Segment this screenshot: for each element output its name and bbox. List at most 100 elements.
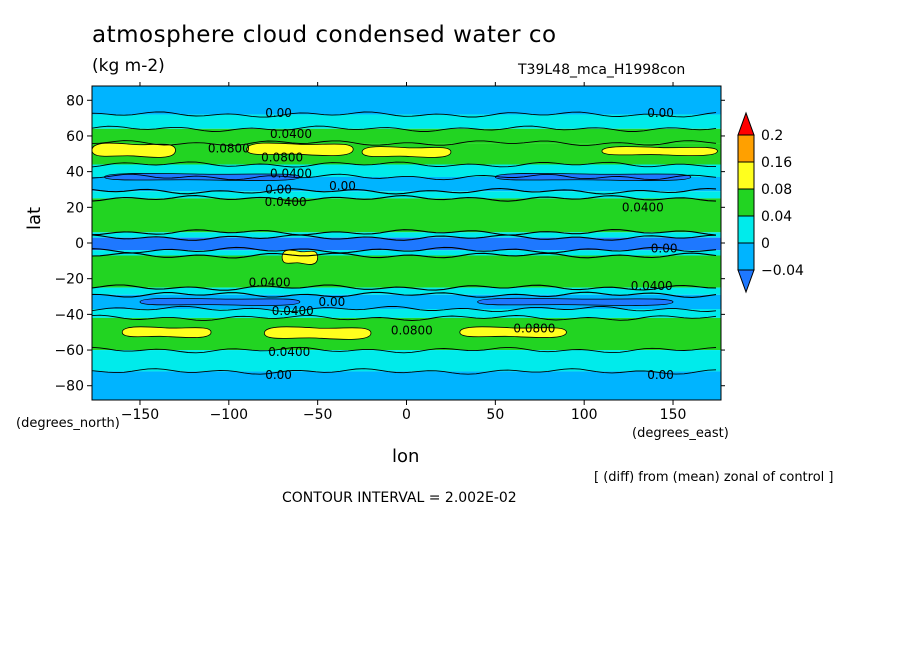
colorbar-label: −0.04 <box>761 263 804 279</box>
colorbar-box <box>737 188 755 217</box>
y-tick-label: 0 <box>75 236 84 252</box>
colorbar-triangle-bottom <box>737 269 755 294</box>
colorbar-triangle-top <box>737 111 755 136</box>
x-axis-label: lon <box>392 446 420 467</box>
difference-note: [ (diff) from (mean) zonal of control ] <box>594 470 834 485</box>
contour-label: 0.00 <box>647 368 674 382</box>
y-tick-label: −60 <box>54 343 84 359</box>
y-tick-label: 20 <box>66 200 84 216</box>
contour-patch <box>104 172 301 181</box>
contour-patch <box>361 146 452 158</box>
contour-line <box>92 229 717 236</box>
colorbar-label: 0.16 <box>761 155 792 171</box>
y-tick-label: −40 <box>54 307 84 323</box>
contour-label: 0.0400 <box>270 127 312 141</box>
contour-line <box>92 140 717 146</box>
contour-label: 0.00 <box>265 106 292 120</box>
contour-label: 0.0400 <box>622 200 664 214</box>
colorbar-box <box>737 161 755 190</box>
contour-label: 0.0400 <box>268 345 310 359</box>
contour-label: 0.0400 <box>249 275 291 289</box>
zonal-band <box>92 309 721 318</box>
contour-patch <box>139 297 301 306</box>
contour-label: 0.00 <box>651 241 678 255</box>
colorbar-label: 0.08 <box>761 182 792 198</box>
contour-line <box>92 368 717 375</box>
y-tick-label: 80 <box>66 93 84 109</box>
zonal-band <box>92 237 721 251</box>
contour-label: 0.00 <box>265 182 292 196</box>
contour-label: 0.0400 <box>265 195 307 209</box>
y-tick-label: 60 <box>66 129 84 145</box>
zonal-band <box>92 250 721 256</box>
chart-units: (kg m-2) <box>92 56 165 76</box>
contour-label: 0.00 <box>329 179 356 193</box>
contour-label: 0.00 <box>319 295 346 309</box>
contour-line <box>92 111 717 118</box>
contour-patch <box>263 326 372 340</box>
zonal-band <box>92 350 721 372</box>
y-axis-units: (degrees_north) <box>16 416 120 431</box>
zonal-band <box>92 255 721 288</box>
y-tick-label: 40 <box>66 165 84 181</box>
y-tick-label: −20 <box>54 272 84 288</box>
contour-line <box>92 161 717 168</box>
x-axis-units: (degrees_east) <box>632 426 729 441</box>
zonal-band <box>92 371 721 400</box>
chart-title: atmosphere cloud condensed water co <box>92 22 557 48</box>
contour-patch <box>477 297 674 306</box>
contour-label: 0.0400 <box>272 304 314 318</box>
contour-patch <box>92 142 176 158</box>
x-tick-label: −150 <box>121 407 159 423</box>
contour-label: 0.00 <box>265 368 292 382</box>
contour-line <box>92 125 717 132</box>
contour-line <box>92 305 717 313</box>
colorbar-box <box>737 242 755 271</box>
x-tick-label: 100 <box>571 407 598 423</box>
contour-interval: CONTOUR INTERVAL = 2.002E-02 <box>282 490 517 506</box>
contour-label: 0.00 <box>647 106 674 120</box>
x-tick-label: 150 <box>660 407 687 423</box>
zonal-band <box>92 191 721 199</box>
zonal-band <box>92 232 721 238</box>
contour-label: 0.0800 <box>513 322 555 336</box>
contour-patch <box>246 142 354 157</box>
run-id: T39L48_mca_H1998con <box>518 62 686 78</box>
contour-line <box>92 314 717 322</box>
contour-line <box>92 291 717 298</box>
colorbar-box <box>737 134 755 163</box>
x-tick-label: −50 <box>303 407 333 423</box>
contour-line <box>92 284 717 291</box>
contour-label: 0.0800 <box>391 323 433 337</box>
contour-line <box>92 234 717 241</box>
contour-patch <box>459 326 567 338</box>
contour-line <box>92 173 717 181</box>
y-tick-label: −80 <box>54 379 84 395</box>
contour-label: 0.0800 <box>208 141 250 155</box>
x-tick-label: 0 <box>402 407 411 423</box>
colorbar-label: 0 <box>761 236 770 252</box>
zonal-band <box>92 86 721 115</box>
contour-line <box>92 246 717 254</box>
contour-line <box>92 346 717 354</box>
x-tick-label: −100 <box>210 407 248 423</box>
contour-label: 0.0400 <box>270 166 312 180</box>
contour-label: 0.0400 <box>631 279 673 293</box>
contour-patch <box>281 249 319 265</box>
zonal-band <box>92 287 721 295</box>
zonal-band <box>92 198 721 233</box>
contour-line <box>92 252 717 259</box>
colorbar-label: 0.2 <box>761 128 783 144</box>
y-axis-label: lat <box>24 206 45 230</box>
x-tick-label: 50 <box>486 407 504 423</box>
contour-line <box>92 195 717 202</box>
colorbar-box <box>737 215 755 244</box>
contour-line <box>92 187 717 195</box>
zonal-band <box>92 114 721 129</box>
zonal-band <box>92 128 721 144</box>
contour-patch <box>601 146 718 157</box>
contour-patch <box>121 326 212 338</box>
contour-label: 0.0800 <box>261 150 303 164</box>
